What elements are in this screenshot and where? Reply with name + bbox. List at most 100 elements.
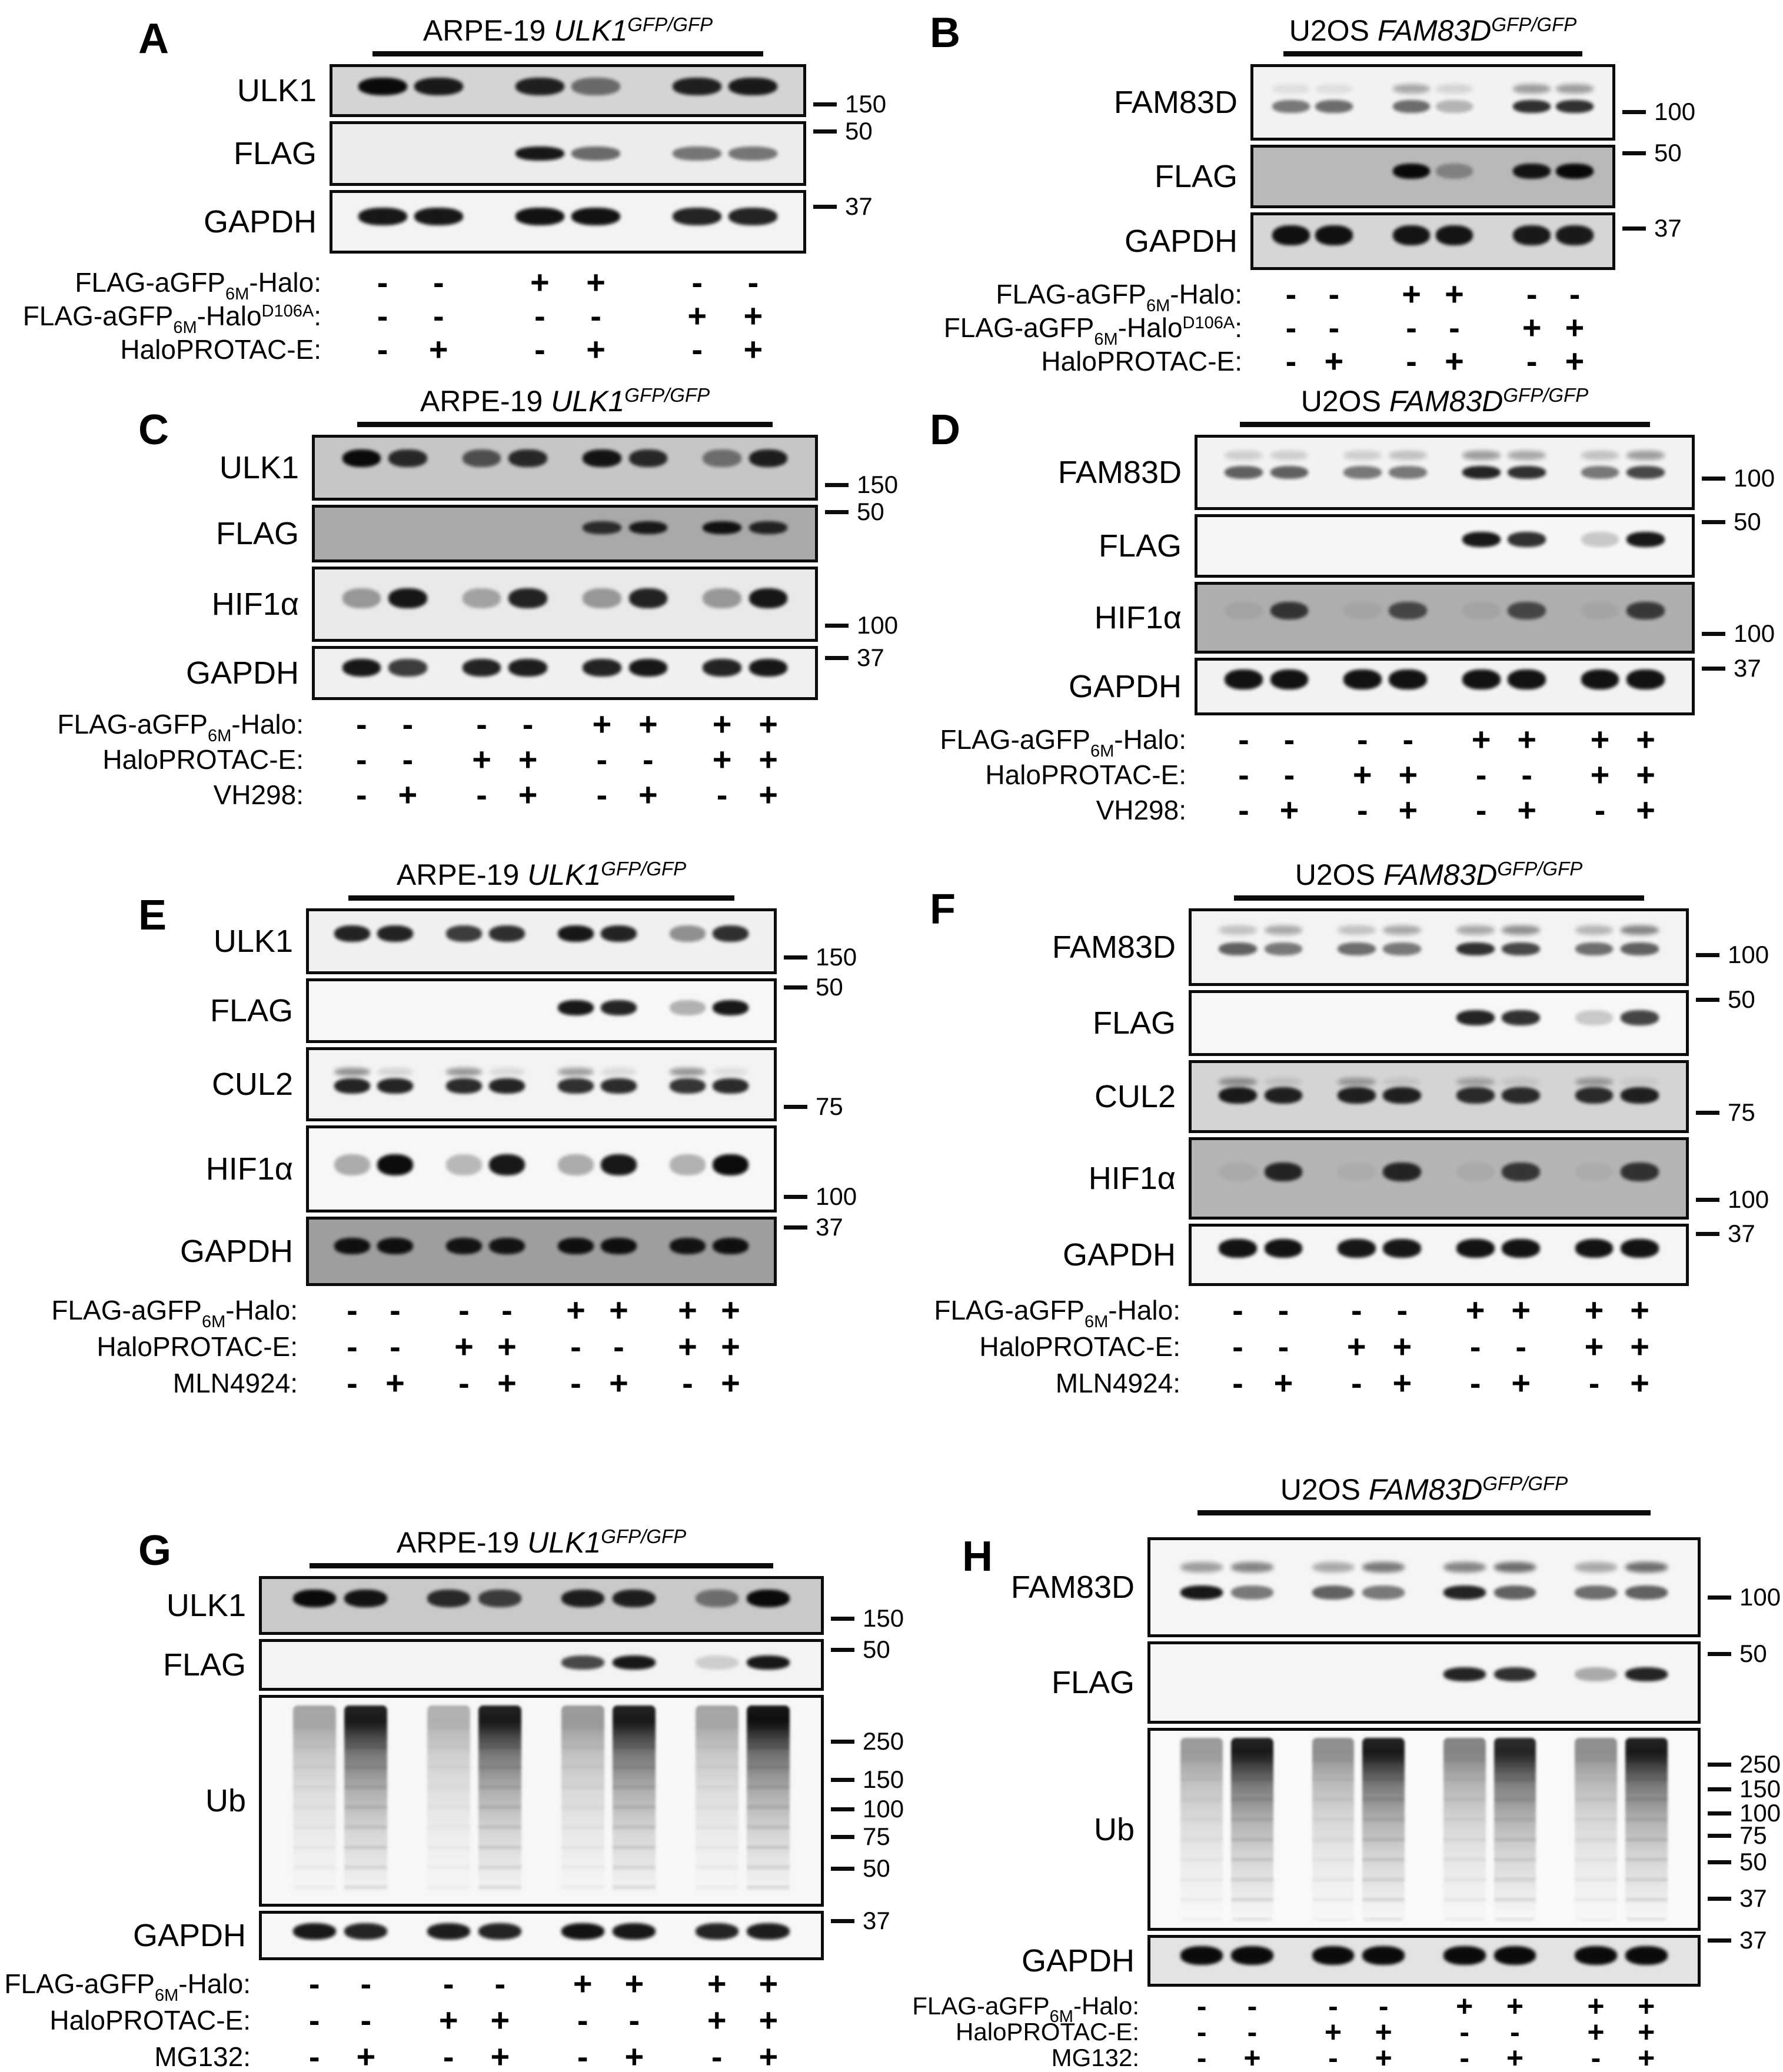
condition-value: - bbox=[1328, 309, 1340, 346]
condition-value: - bbox=[1278, 1328, 1289, 1365]
protein-band bbox=[728, 77, 778, 95]
protein-band bbox=[1443, 1667, 1486, 1681]
mw-label: 150 bbox=[1739, 1774, 1781, 1803]
mw-label: 50 bbox=[1739, 1640, 1767, 1667]
protein-band bbox=[1625, 1667, 1668, 1681]
mw-label: 100 bbox=[863, 1795, 904, 1823]
blot-Ub bbox=[1147, 1728, 1701, 1931]
protein-band bbox=[1264, 942, 1303, 955]
condition-value: - bbox=[356, 705, 367, 742]
blot-ULK1 bbox=[306, 908, 777, 974]
label-part: HaloPROTAC-E: bbox=[49, 2005, 251, 2036]
condition-value: - bbox=[1232, 1291, 1243, 1328]
protein-band bbox=[601, 925, 637, 942]
label-part: -Halo: bbox=[1114, 724, 1186, 755]
protein-band-upper bbox=[1435, 84, 1473, 94]
protein-band bbox=[1626, 601, 1665, 619]
protein-band bbox=[1383, 1162, 1422, 1181]
condition-value: + bbox=[398, 776, 418, 813]
condition-value: + bbox=[1565, 309, 1585, 346]
label-part: ARPE-19 bbox=[396, 1526, 528, 1559]
condition-value: - bbox=[1475, 791, 1487, 828]
label-part: FLAG-aGFP bbox=[57, 709, 208, 739]
mw-tick bbox=[784, 955, 807, 960]
protein-band bbox=[1575, 942, 1614, 955]
blot-FLAG bbox=[1189, 990, 1689, 1056]
protein-band bbox=[377, 1154, 413, 1175]
protein-band bbox=[1575, 1667, 1617, 1681]
protein-band bbox=[1337, 1162, 1376, 1181]
condition-value: - bbox=[1526, 342, 1538, 379]
mw-tick bbox=[825, 656, 849, 661]
condition-value: + bbox=[497, 1328, 517, 1365]
protein-band bbox=[670, 1154, 706, 1175]
mw-tick bbox=[784, 1225, 807, 1230]
label-part-sub: 6M bbox=[1049, 2007, 1073, 2026]
mw-tick bbox=[1622, 226, 1646, 231]
antibody-label: FLAG bbox=[215, 516, 299, 551]
protein-band bbox=[1581, 532, 1619, 548]
condition-value: - bbox=[682, 1364, 693, 1401]
mw-tick bbox=[813, 205, 837, 209]
condition-value: - bbox=[628, 2001, 640, 2038]
condition-value: + bbox=[759, 2001, 779, 2038]
protein-band bbox=[478, 1923, 522, 1940]
condition-label: MG132: bbox=[0, 2043, 251, 2071]
condition-value: + bbox=[573, 1965, 593, 2002]
condition-value: - bbox=[443, 2038, 454, 2072]
condition-value: + bbox=[356, 2038, 376, 2072]
protein-band bbox=[561, 1655, 604, 1670]
cell-line-underline bbox=[1197, 1510, 1651, 1515]
condition-value: + bbox=[609, 1291, 628, 1328]
mw-label: 50 bbox=[863, 1635, 890, 1663]
label-part: U2OS bbox=[1300, 385, 1389, 418]
label-part-sub: 6M bbox=[201, 1313, 226, 1331]
condition-value: + bbox=[1522, 309, 1542, 346]
label-part: HaloPROTAC-E: bbox=[979, 1331, 1180, 1362]
antibody-label: FLAG bbox=[1051, 1665, 1135, 1700]
condition-value: - bbox=[1591, 2041, 1601, 2072]
mw-label: 150 bbox=[816, 942, 857, 971]
protein-band-upper bbox=[1264, 1078, 1303, 1087]
ub-smear bbox=[1180, 1738, 1223, 1921]
protein-band-upper bbox=[1626, 450, 1665, 460]
mw-tick bbox=[1696, 1231, 1719, 1236]
protein-band bbox=[713, 925, 749, 942]
label-part: ARPE-19 bbox=[423, 14, 554, 47]
protein-band-upper bbox=[1621, 1078, 1659, 1087]
condition-value: + bbox=[586, 331, 606, 368]
protein-band-upper bbox=[1456, 1078, 1495, 1087]
protein-band bbox=[601, 1154, 637, 1175]
label-part: MG132: bbox=[1051, 2044, 1139, 2071]
label-part-sub: 6M bbox=[225, 285, 250, 304]
label-part-i: FAM83D bbox=[1383, 858, 1498, 891]
protein-band bbox=[1435, 225, 1473, 246]
label-part-i: ULK1 bbox=[527, 1526, 601, 1559]
condition-value: + bbox=[678, 1328, 697, 1365]
condition-value: + bbox=[1324, 342, 1344, 379]
protein-band bbox=[1513, 164, 1551, 179]
protein-band bbox=[670, 925, 706, 942]
antibody-label: GAPDH bbox=[1021, 1943, 1135, 1978]
condition-label: FLAG-aGFP6M-Halo: bbox=[0, 268, 321, 304]
mw-label: 37 bbox=[1728, 1219, 1755, 1247]
condition-value: - bbox=[643, 741, 654, 778]
condition-value: - bbox=[377, 297, 388, 334]
condition-value: - bbox=[1238, 721, 1249, 758]
protein-band bbox=[558, 1237, 594, 1254]
mw-label: 150 bbox=[857, 471, 899, 499]
condition-value: + bbox=[759, 2038, 779, 2072]
label-part: -Halo bbox=[197, 301, 262, 331]
protein-band bbox=[1493, 1667, 1536, 1681]
label-part: FLAG-aGFP bbox=[943, 312, 1095, 343]
protein-band bbox=[703, 658, 741, 677]
ub-smear bbox=[613, 1705, 656, 1896]
protein-band bbox=[515, 77, 564, 95]
protein-band bbox=[414, 208, 463, 226]
condition-value: - bbox=[534, 331, 545, 368]
mw-tick bbox=[1696, 997, 1719, 1002]
protein-band bbox=[673, 77, 722, 95]
condition-value: + bbox=[530, 264, 550, 301]
protein-band bbox=[1343, 669, 1382, 690]
cell-line-underline bbox=[310, 1563, 773, 1568]
